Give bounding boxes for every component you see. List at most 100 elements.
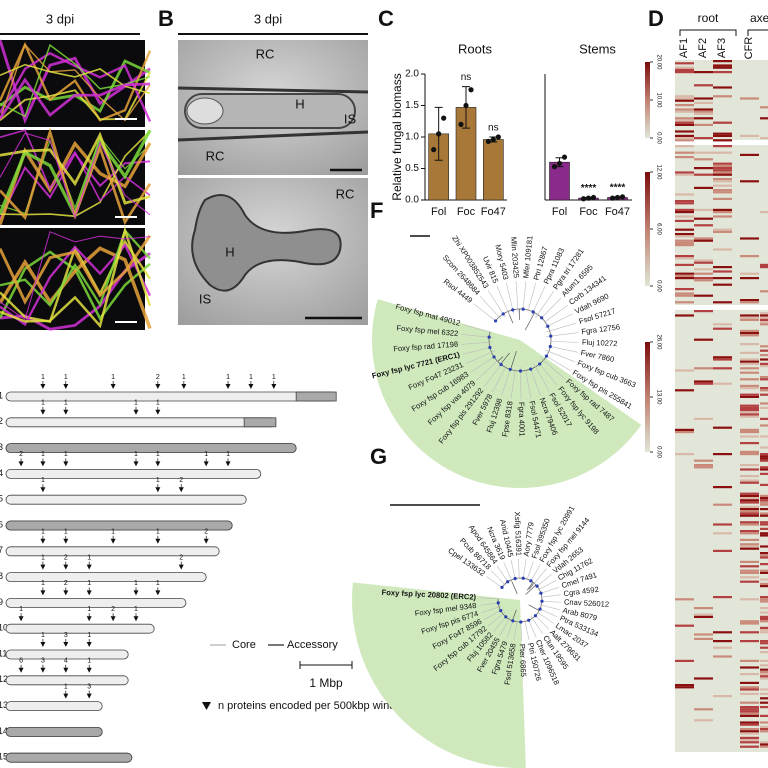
- heatmap-cell: [740, 688, 759, 691]
- tree-arc: [497, 308, 535, 370]
- heatmap-cell: [675, 272, 694, 275]
- heatmap-cell: [740, 532, 759, 535]
- heatmap-cell: [760, 316, 768, 319]
- protein-count: 2: [179, 554, 183, 561]
- tree-branch: [501, 368, 511, 397]
- tree-branch: [503, 562, 513, 583]
- data-point: [441, 115, 447, 121]
- tree-branch: [538, 362, 558, 386]
- tree-branch: [540, 600, 561, 603]
- tree-branch: [496, 285, 510, 316]
- bootstrap-dot: [546, 324, 550, 328]
- heatmap-cell: [760, 378, 768, 381]
- heatmap-cell: [694, 310, 713, 313]
- heatmap-cell: [760, 554, 768, 557]
- heatmap-cell: [760, 701, 768, 704]
- heatmap-cell: [740, 277, 759, 280]
- heatmap-cell: [694, 708, 713, 711]
- heatmap-cell: [740, 501, 759, 504]
- tree-branch: [540, 297, 562, 319]
- y-tick-label: 0.5: [405, 163, 419, 174]
- heatmap-cell: [760, 435, 768, 438]
- heatmap-cell: [760, 266, 768, 269]
- heatmap-cell: [694, 137, 713, 140]
- hypha: [0, 43, 151, 122]
- heatmap-cell: [675, 117, 694, 120]
- heatmap-cell: [675, 228, 694, 231]
- heatmap-cell: [713, 139, 732, 142]
- tree-branch: [540, 594, 561, 598]
- column-label: AF3: [716, 38, 728, 58]
- heatmap-cell: [713, 532, 732, 535]
- heatmap-cell: [694, 466, 713, 469]
- tree-branch: [533, 363, 550, 392]
- bootstrap-dot: [500, 585, 504, 589]
- hypha: [0, 231, 151, 321]
- heatmap-cell: [713, 184, 732, 187]
- heatmap-cell: [675, 257, 694, 260]
- heatmap-cell: [675, 110, 694, 113]
- panel-letter: C: [378, 6, 394, 31]
- bootstrap-dot: [511, 619, 515, 623]
- protein-count: 2: [64, 554, 68, 561]
- heatmap-cell: [675, 123, 694, 126]
- heatmap-cell: [694, 464, 713, 467]
- heatmap-cell: [694, 277, 713, 280]
- heatmap-cell: [760, 508, 768, 511]
- heatmap-cell: [740, 730, 759, 733]
- heatmap-cell: [760, 402, 768, 405]
- heatmap-cell: [713, 523, 732, 526]
- hypha: [0, 127, 152, 226]
- region-label: IS: [199, 291, 212, 306]
- heatmap-cell: [675, 145, 694, 148]
- tree-branch: [522, 559, 527, 580]
- heatmap-cell: [713, 151, 732, 154]
- heatmap-cell: [760, 472, 768, 475]
- heatmap-cell: [760, 697, 768, 700]
- colorbar-label: 26.00: [655, 334, 661, 350]
- heatmap-cell: [760, 556, 768, 559]
- data-point: [619, 194, 626, 200]
- protein-arrow: [40, 409, 46, 415]
- heatmap-cell: [740, 732, 759, 735]
- heatmap-cell: [675, 233, 694, 236]
- protein-arrow: [133, 409, 139, 415]
- heatmap-cell: [675, 121, 694, 124]
- colorbar-label: 0.00: [655, 446, 661, 458]
- panel-title: 3 dpi: [46, 11, 74, 26]
- heatmap-cell: [694, 637, 713, 640]
- heatmap-cell: [740, 510, 759, 513]
- heatmap-cell: [675, 241, 694, 244]
- bar: [483, 139, 504, 201]
- vacuole: [186, 97, 224, 125]
- heatmap-cell: [694, 417, 713, 420]
- protein-arrow: [155, 384, 161, 389]
- protein-arrow: [40, 564, 46, 570]
- heatmap-cell: [760, 376, 768, 379]
- y-tick-label: 1.0: [405, 132, 419, 143]
- heatmap-cell: [760, 321, 768, 324]
- protein-arrow: [86, 667, 92, 673]
- protein-count: 1: [87, 606, 91, 613]
- heatmap-cell: [675, 686, 694, 689]
- protein-count: 1: [64, 451, 68, 458]
- chromosome-label: 7: [0, 545, 3, 555]
- protein-count: 1: [41, 632, 45, 639]
- heatmap-cell: [713, 197, 732, 200]
- heatmap-cell: [760, 596, 768, 599]
- data-point: [580, 196, 587, 202]
- x-tick-label: Foc: [579, 206, 598, 218]
- tree-branch: [527, 283, 536, 312]
- heatmap-cell: [740, 395, 759, 398]
- heatmap-cell: [740, 453, 759, 456]
- protein-count: 2: [64, 580, 68, 587]
- protein-count: 1: [226, 451, 230, 458]
- bootstrap-dot: [540, 316, 544, 320]
- tree-branch: [526, 561, 534, 581]
- heatmap-cell: [760, 582, 768, 585]
- tree-branch: [544, 313, 573, 328]
- heatmap-cell: [713, 178, 732, 181]
- cell-wall: [177, 86, 369, 142]
- x-tick-label: Fol: [431, 206, 446, 218]
- heatmap-cell: [760, 664, 768, 667]
